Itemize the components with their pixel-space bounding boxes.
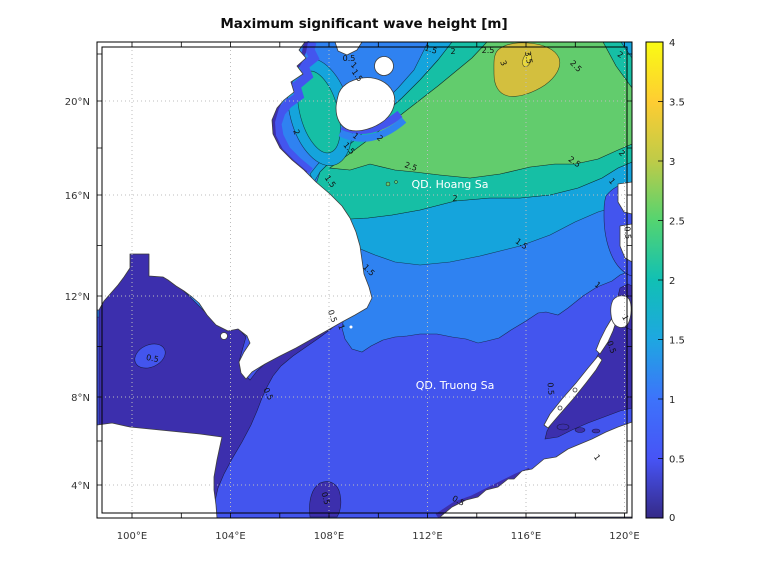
contour-label: 0.5 [326, 309, 339, 324]
lon-tick-label: 100°E [117, 531, 147, 542]
lon-tick-label: 104°E [215, 531, 245, 542]
band-0-0p5-south-patch [309, 481, 342, 518]
island-dot [557, 405, 563, 411]
lat-tick-label: 12°N [65, 292, 90, 303]
contour-label: 1.5 [423, 43, 438, 55]
contour-label: 1 [592, 453, 602, 462]
contour-label: 1 [351, 131, 361, 141]
lat-tick-label: 16°N [65, 191, 90, 202]
lon-tick-label: 112°E [412, 531, 442, 542]
colorbar-tick-label: 1 [669, 395, 675, 406]
contour-label: 0.5 [622, 226, 632, 239]
land-borneo [439, 421, 633, 518]
contour-label: 2.5 [482, 46, 495, 55]
contour-label: 1 [607, 177, 617, 187]
hainan-south-blue-band [338, 117, 407, 142]
contour-label: 2 [450, 47, 455, 56]
colorbar-tick-label: 1.5 [669, 336, 685, 347]
colorbar-tick-label: 3.5 [669, 98, 685, 109]
frame-dividers [97, 42, 632, 518]
colorbar-ticks [658, 101, 663, 459]
contour-label: 0.5 [545, 382, 555, 395]
phu-quy-islet [349, 325, 353, 329]
colorbar-tick-label: 2 [669, 276, 675, 287]
contour-label: 1 [336, 323, 346, 331]
lon-tick-label: 108°E [314, 531, 344, 542]
island-dot [572, 387, 578, 393]
colorbar-tick-label: 2.5 [669, 217, 685, 228]
island-weizhou [374, 56, 394, 76]
island-mindoro [610, 295, 632, 328]
contour-label: 2 [617, 148, 627, 158]
island-phu-quoc [220, 332, 228, 340]
lat-tick-label: 4°N [71, 481, 90, 492]
map-frame [96, 41, 633, 519]
contour-label: 2 [452, 194, 457, 203]
land-mainland-indochina [96, 41, 373, 380]
region-annotations: QD. Hoang Sa QD. Truong Sa [411, 178, 494, 392]
colorbar: 4 3.5 3 2.5 2 1.5 1 0.5 0 [645, 38, 685, 524]
island-palawan-south [543, 355, 603, 429]
colorbar-tick-label: 4 [669, 38, 675, 49]
chart-title: Maximum significant wave height [m] [220, 16, 507, 32]
lat-tick-label: 8°N [71, 393, 90, 404]
contour-label: 0.5 [605, 340, 618, 355]
contour-label: 2.5 [403, 160, 418, 173]
region-label-truong-sa: QD. Truong Sa [416, 379, 495, 392]
sulu-islet-band [556, 423, 570, 431]
contour-label: 3.5 [523, 51, 534, 65]
axis-labels: 20°N 16°N 12°N 8°N 4°N 100°E 104°E 108°E… [65, 97, 640, 542]
region-label-hoang-sa: QD. Hoang Sa [411, 178, 488, 191]
contour-label: 1 [349, 60, 359, 70]
hoang-sa-islet [385, 181, 391, 187]
contour-label: 2 [375, 133, 385, 143]
land-masses [96, 41, 633, 519]
contour-label: 2 [616, 50, 625, 60]
contour-label: 1 [620, 313, 630, 322]
land-luzon-strip-2 [619, 223, 633, 263]
island-hainan [335, 77, 396, 132]
band-3-3p5-max [493, 42, 561, 97]
lon-tick-label: 120°E [609, 531, 639, 542]
land-malay-peninsula [96, 422, 223, 519]
lat-tick-label: 20°N [65, 97, 90, 108]
lon-tick-label: 116°E [511, 531, 541, 542]
contour-label: 0.5 [319, 491, 331, 506]
hoang-sa-islet [394, 180, 398, 184]
contour-label: 0.5 [145, 353, 159, 364]
colorbar-tick-label: 0 [669, 513, 675, 524]
sulu-islet-band [574, 427, 586, 433]
contour-label: 2 [291, 128, 301, 136]
tonkin-coast-royal-band [272, 40, 320, 176]
gulf-royal-spot [134, 343, 166, 369]
colorbar-tick-label: 3 [669, 157, 675, 168]
contour-label: 3 [498, 59, 508, 67]
sulu-islet-band [591, 428, 601, 434]
colorbar-tick-label: 0.5 [669, 455, 685, 466]
contour-label: 1 [593, 280, 603, 290]
contour-label: 0.5 [343, 54, 356, 63]
band-3p5-inner [522, 52, 532, 68]
